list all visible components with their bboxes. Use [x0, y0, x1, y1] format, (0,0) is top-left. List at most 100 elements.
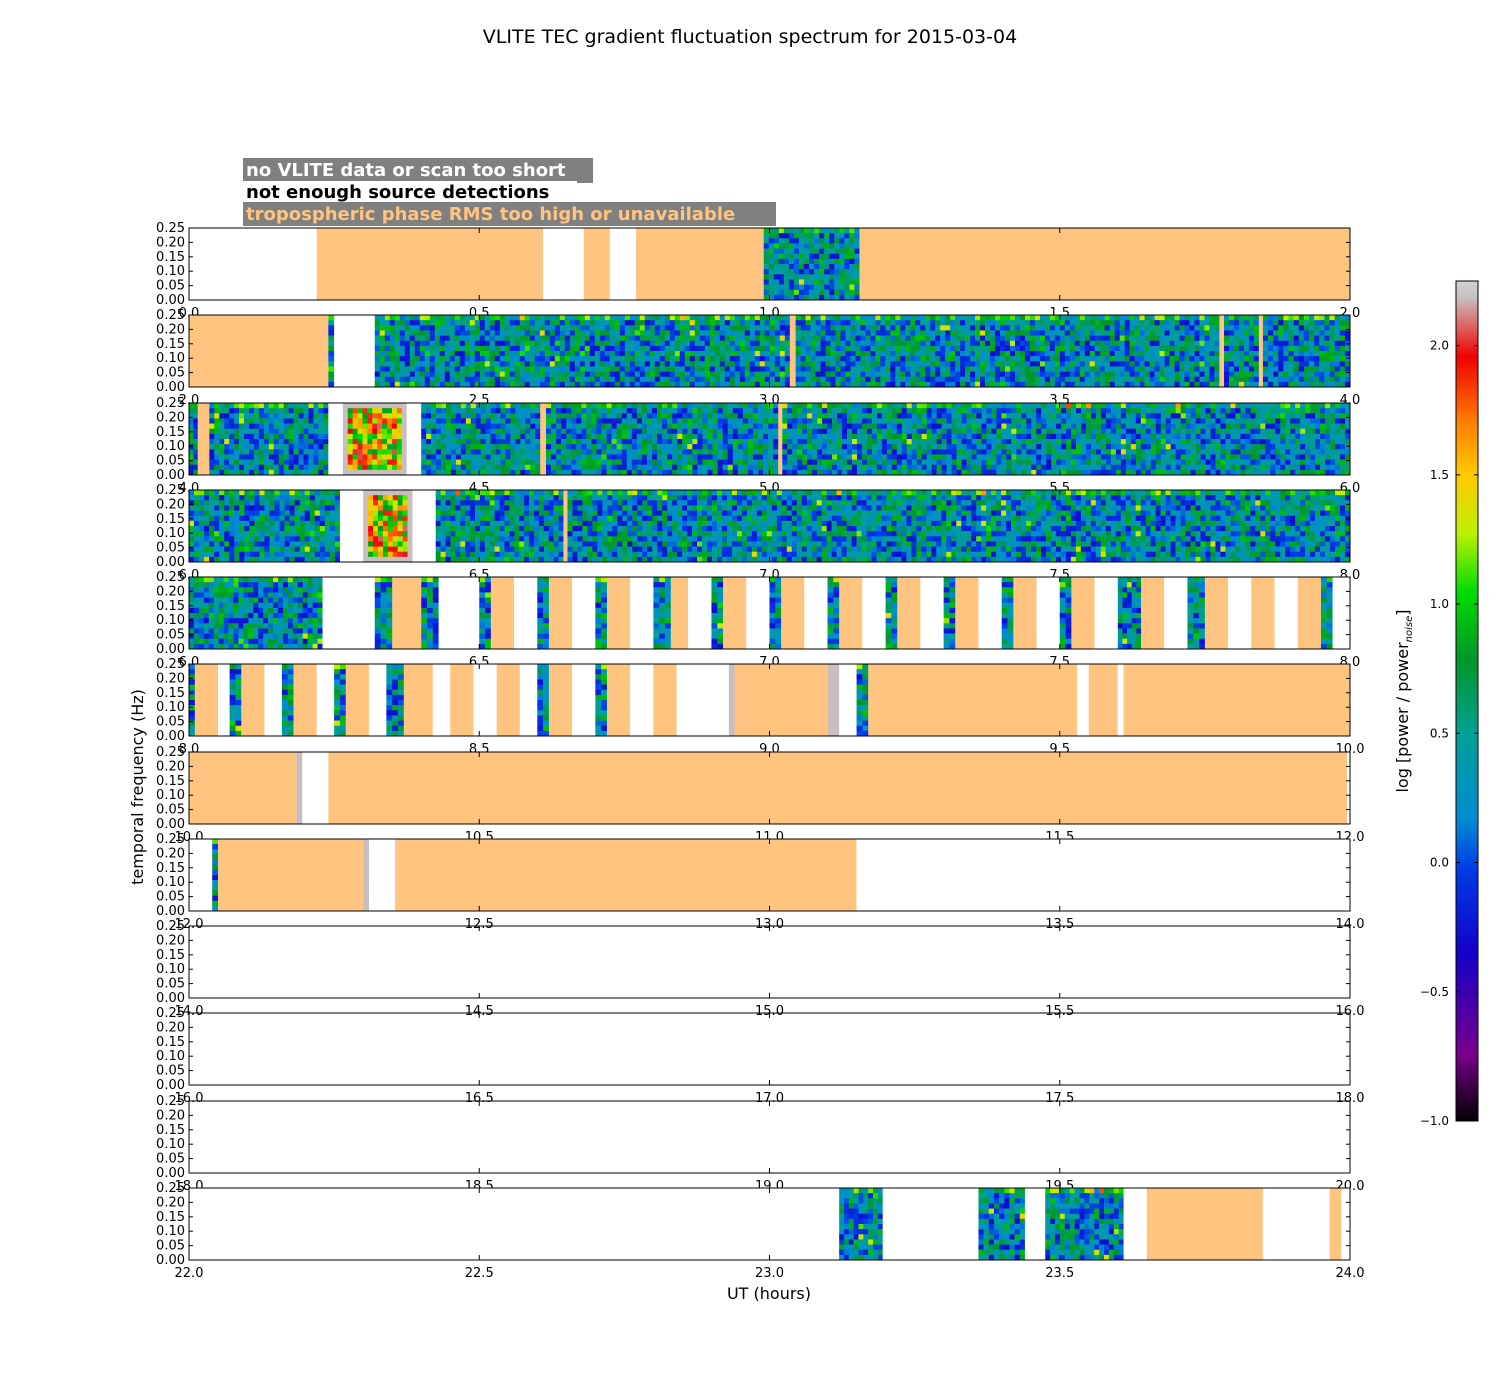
- spectrum-cell: [1139, 335, 1145, 342]
- spectrum-cell: [1229, 376, 1235, 383]
- spectrum-cell: [682, 418, 688, 424]
- spectrum-cell: [759, 366, 766, 372]
- spectrum-cell: [1089, 351, 1096, 357]
- spectrum-cell: [288, 454, 294, 460]
- spectrum-cell: [621, 403, 628, 409]
- spectrum-cell: [672, 464, 678, 471]
- spectrum-cell: [1044, 340, 1051, 347]
- spectrum-cell: [1329, 366, 1335, 372]
- spectrum-cell: [955, 340, 961, 347]
- spectrum-cell: [1214, 366, 1220, 372]
- spectrum-cell: [626, 403, 633, 409]
- spectrum-cell: [445, 459, 452, 466]
- spectrum-cell: [1005, 356, 1011, 362]
- spectrum-cell: [692, 469, 698, 476]
- spectrum-cell: [414, 345, 421, 352]
- spectrum-cell: [851, 454, 858, 460]
- spectrum-cell: [500, 418, 506, 424]
- spectrum-cell: [1104, 351, 1111, 357]
- spectrum-cell: [409, 315, 416, 321]
- spectrum-cell: [792, 454, 798, 460]
- spectrum-cell: [990, 340, 996, 347]
- spectrum-cell: [1159, 361, 1165, 367]
- spectrum-cell: [667, 444, 673, 450]
- spectrum-cell: [865, 356, 871, 362]
- spectrum-cell: [809, 264, 815, 270]
- spectrum-cell: [804, 274, 810, 280]
- spectrum-cell: [556, 459, 562, 466]
- spectrum-cell: [782, 439, 788, 445]
- spectrum-cell: [530, 418, 536, 424]
- spectrum-cell: [1283, 381, 1289, 388]
- spectrum-cell: [1034, 325, 1041, 331]
- spectrum-cell: [850, 361, 856, 367]
- spectrum-cell: [209, 403, 215, 409]
- spectrum-cell: [229, 423, 235, 430]
- spectrum-cell: [800, 366, 806, 372]
- spectrum-cell: [1309, 356, 1315, 362]
- spectrum-cell: [916, 469, 923, 476]
- spectrum-cell: [827, 403, 833, 409]
- spectrum-cell: [1314, 371, 1320, 378]
- spectrum-cell: [1094, 351, 1101, 357]
- spectrum-cell: [499, 330, 506, 336]
- spectrum-cell: [551, 439, 557, 445]
- spectrum-cell: [426, 428, 432, 435]
- spectrum-cell: [1149, 356, 1155, 362]
- spectrum-cell: [820, 325, 826, 331]
- spectrum-cell: [1114, 315, 1120, 321]
- spectrum-cell: [827, 459, 833, 466]
- spectrum-cell: [529, 371, 536, 378]
- spectrum-cell: [239, 428, 245, 435]
- spectrum-cell: [372, 428, 378, 435]
- spectrum-cell: [520, 439, 526, 445]
- spectrum-cell: [384, 340, 391, 347]
- spectrum-cell: [742, 459, 749, 466]
- spectrum-cell: [1005, 325, 1011, 331]
- spectrum-cell: [855, 315, 861, 321]
- spectrum-cell: [1144, 345, 1150, 352]
- spectrum-cell: [945, 351, 951, 357]
- spectrum-cell: [891, 459, 898, 466]
- spectrum-cell: [1054, 356, 1061, 362]
- spectrum-cell: [1099, 371, 1106, 378]
- spectrum-cell: [1084, 335, 1091, 342]
- spectrum-cell: [189, 444, 194, 450]
- spectrum-cell: [479, 315, 486, 321]
- spectrum-cell: [464, 335, 471, 342]
- spectrum-cell: [674, 366, 681, 372]
- spectrum-cell: [564, 335, 571, 342]
- spectrum-cell: [906, 449, 913, 455]
- spectrum-cell: [774, 315, 781, 321]
- spectrum-cell: [1283, 361, 1289, 367]
- spectrum-cell: [802, 459, 808, 466]
- spectrum-cell: [323, 403, 329, 409]
- spectrum-cell: [464, 381, 471, 388]
- spectrum-cell: [920, 366, 926, 372]
- spectrum-cell: [834, 228, 840, 234]
- spectrum-cell: [323, 433, 329, 440]
- spectrum-cell: [734, 330, 741, 336]
- spectrum-cell: [313, 459, 319, 466]
- spectrum-cell: [534, 376, 541, 383]
- spectrum-cell: [1179, 381, 1185, 388]
- spectrum-cell: [847, 439, 853, 445]
- spectrum-cell: [860, 345, 866, 352]
- spectrum-cell: [742, 469, 749, 476]
- spectrum-cell: [1009, 376, 1016, 383]
- spectrum-cell: [1262, 340, 1269, 347]
- spectrum-cell: [1154, 366, 1160, 372]
- spectrum-cell: [684, 366, 691, 372]
- spectrum-cell: [436, 433, 442, 440]
- spectrum-cell: [396, 423, 403, 430]
- spectrum-cell: [504, 315, 511, 321]
- spectrum-cell: [384, 315, 391, 321]
- spectrum-cell: [546, 469, 552, 476]
- spectrum-cell: [995, 351, 1001, 357]
- spectrum-cell: [253, 449, 260, 455]
- spectrum-cell: [805, 351, 811, 357]
- spectrum-cell: [854, 243, 860, 249]
- spectrum-cell: [692, 433, 698, 440]
- spectrum-cell: [391, 464, 398, 471]
- spectrum-cell: [975, 366, 981, 372]
